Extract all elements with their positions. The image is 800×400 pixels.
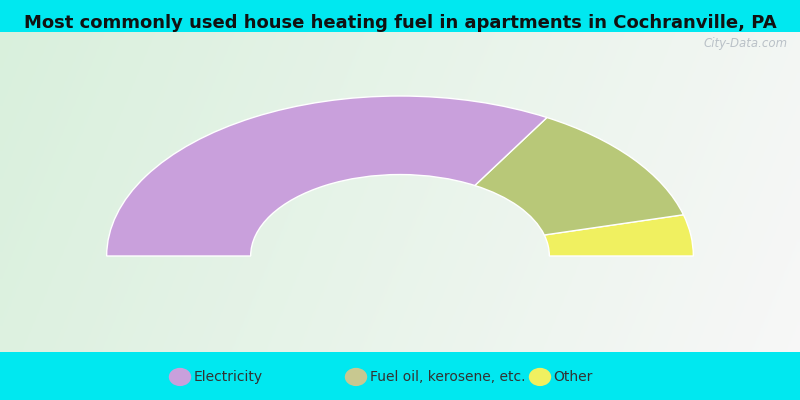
- Wedge shape: [106, 96, 547, 256]
- Ellipse shape: [345, 368, 367, 386]
- Wedge shape: [475, 118, 683, 235]
- Ellipse shape: [169, 368, 191, 386]
- Text: Other: Other: [554, 370, 593, 384]
- Text: Most commonly used house heating fuel in apartments in Cochranville, PA: Most commonly used house heating fuel in…: [24, 14, 776, 32]
- Wedge shape: [544, 215, 694, 256]
- Ellipse shape: [529, 368, 551, 386]
- Text: Electricity: Electricity: [194, 370, 262, 384]
- Text: City-Data.com: City-Data.com: [704, 37, 788, 50]
- Text: Fuel oil, kerosene, etc.: Fuel oil, kerosene, etc.: [370, 370, 525, 384]
